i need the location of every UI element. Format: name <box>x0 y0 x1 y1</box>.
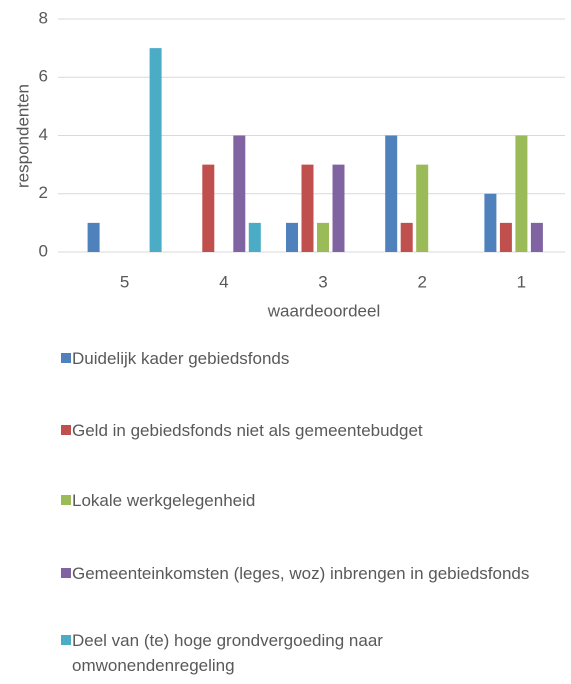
x-tick-label: 3 <box>318 272 327 291</box>
y-axis-title: respondenten <box>13 84 32 188</box>
bar <box>233 135 246 252</box>
x-tick-label: 1 <box>517 272 526 291</box>
legend-label: Lokale werkgelegenheid <box>72 491 256 510</box>
y-tick-label: 2 <box>39 183 48 202</box>
bar <box>332 164 345 252</box>
legend-entry: Geld in gebiedsfonds niet als gemeentebu… <box>61 418 542 443</box>
bar <box>385 135 398 252</box>
bar <box>400 222 413 252</box>
legend-swatch <box>61 425 71 435</box>
legend-entry: Duidelijk kader gebiedsfonds <box>61 346 542 371</box>
bar <box>530 222 543 252</box>
legend-entry: Lokale werkgelegenheid <box>61 488 542 513</box>
legend-entry: Deel van (te) hoge grondvergoeding naar … <box>61 628 542 678</box>
x-tick-label: 2 <box>417 272 426 291</box>
x-axis-title: waardeoordeel <box>267 301 380 320</box>
legend-swatch <box>61 635 71 645</box>
bar <box>484 193 497 252</box>
legend-label: Gemeenteinkomsten (leges, woz) inbrengen… <box>72 564 530 583</box>
bar <box>87 222 100 252</box>
bar <box>301 164 314 252</box>
x-tick-label: 5 <box>120 272 129 291</box>
legend-label: Geld in gebiedsfonds niet als gemeentebu… <box>72 421 423 440</box>
legend-label: Duidelijk kader gebiedsfonds <box>72 349 290 368</box>
bar <box>248 222 261 252</box>
bar <box>416 164 429 252</box>
bar <box>515 135 528 252</box>
bar <box>202 164 215 252</box>
bar <box>317 222 329 252</box>
legend-swatch <box>61 353 71 363</box>
y-tick-label: 0 <box>39 241 48 260</box>
legend-label: Deel van (te) hoge grondvergoeding naar … <box>72 631 383 675</box>
y-tick-label: 8 <box>39 8 48 27</box>
y-tick-label: 6 <box>39 67 48 86</box>
legend-swatch <box>61 495 71 505</box>
x-tick-label: 4 <box>219 272 228 291</box>
y-tick-label: 4 <box>39 125 48 144</box>
bar <box>149 48 162 252</box>
legend-swatch <box>61 568 71 578</box>
bar <box>499 222 512 252</box>
bar <box>286 222 298 252</box>
legend-entry: Gemeenteinkomsten (leges, woz) inbrengen… <box>61 561 542 586</box>
